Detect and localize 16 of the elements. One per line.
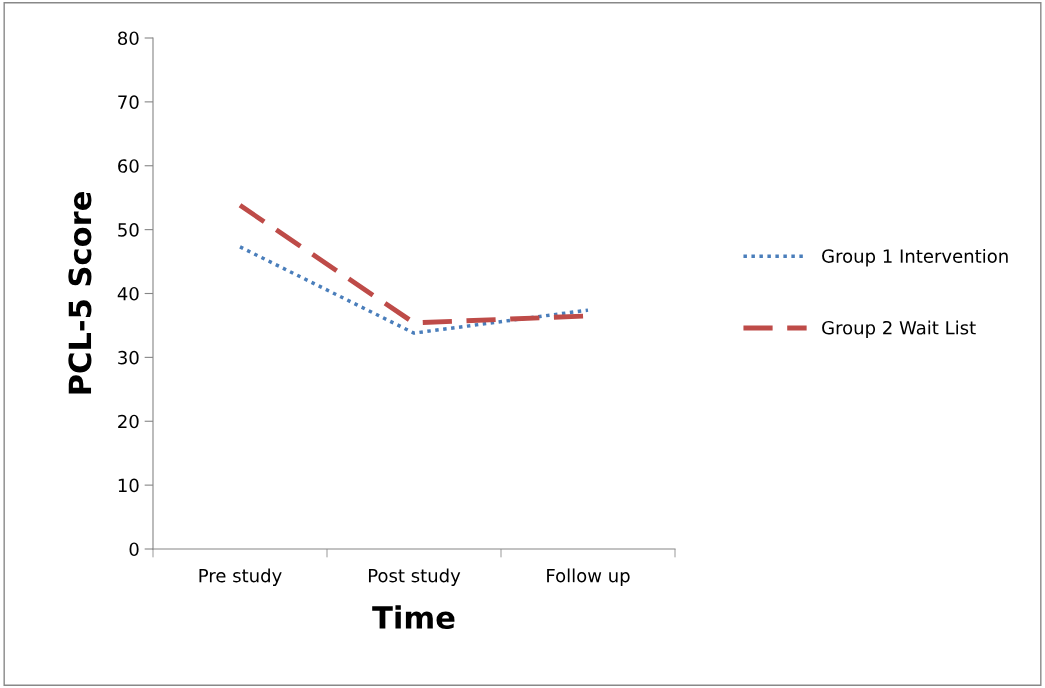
y-tick-label: 20 bbox=[118, 414, 139, 429]
x-tick-label: Pre study bbox=[199, 568, 282, 586]
y-axis-title: PCL-5 Score bbox=[68, 192, 92, 394]
y-tick-label: 0 bbox=[129, 542, 139, 557]
y-tick-label: 30 bbox=[118, 350, 139, 365]
y-tick-label: 80 bbox=[118, 31, 139, 46]
y-tick-label: 50 bbox=[118, 223, 139, 237]
x-tick-label: Post study bbox=[368, 568, 461, 586]
legend-label: Group 1 Intervention bbox=[822, 248, 1008, 267]
x-tick-label: Follow up bbox=[547, 568, 630, 586]
legend-label: Group 2 Wait List bbox=[822, 320, 976, 339]
y-tick-label: 10 bbox=[118, 478, 139, 493]
x-axis-title: Time bbox=[372, 605, 455, 630]
y-tick-label: 70 bbox=[118, 95, 139, 109]
y-tick-label: 40 bbox=[117, 286, 139, 301]
y-tick-label: 60 bbox=[118, 159, 139, 173]
